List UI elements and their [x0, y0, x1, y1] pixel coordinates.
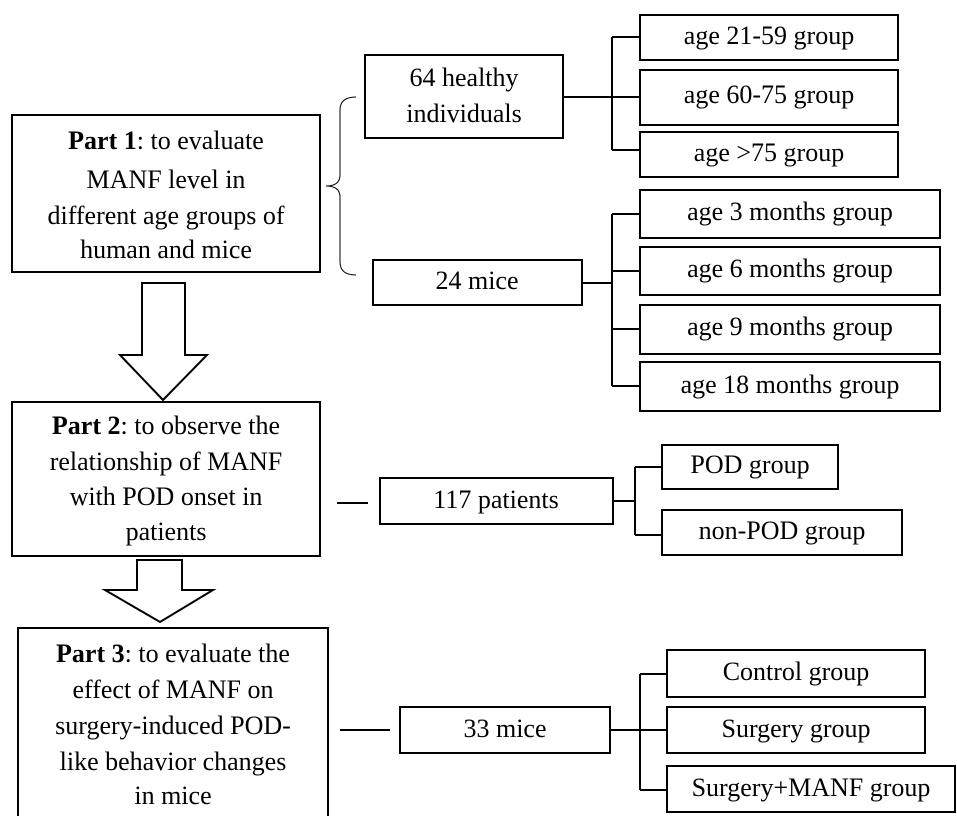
part-line: different age groups of: [47, 201, 284, 230]
part-line: : to observe the: [121, 411, 281, 440]
group-box: [666, 649, 926, 698]
part-line: relationship of MANF: [50, 447, 283, 476]
part-box: [11, 114, 321, 273]
group-label: age 9 months group: [687, 312, 893, 341]
group-label: non-POD group: [699, 516, 866, 545]
part-line: : to evaluate: [137, 126, 264, 155]
connector: [563, 36, 640, 151]
cohort-box: [372, 259, 583, 306]
part-line: with POD onset in: [70, 482, 263, 511]
part-box: [11, 401, 321, 557]
group-label: age 60-75 group: [684, 80, 854, 109]
group-label: age 6 months group: [687, 254, 893, 283]
part-text: Part 2: to observe the: [52, 411, 280, 440]
group-box: [639, 304, 941, 355]
part-line: in mice: [134, 781, 211, 810]
cohort-label: 33 mice: [463, 714, 546, 743]
part-title: Part 2: [52, 411, 121, 440]
group-box: [666, 706, 926, 754]
group-box: [639, 361, 941, 412]
part-line: human and mice: [80, 235, 252, 264]
down-arrow: [117, 282, 210, 402]
group-box: [639, 69, 899, 126]
cohort-label: 117 patients: [433, 485, 558, 514]
part-line: patients: [126, 517, 207, 546]
part-line: effect of MANF on: [73, 675, 274, 704]
group-label: age 18 months group: [681, 370, 900, 399]
connector: [582, 213, 640, 387]
part-title: Part 1: [68, 126, 137, 155]
group-box: [639, 131, 899, 178]
part-text: Part 1: to evaluate: [68, 126, 264, 155]
down-arrow: [101, 559, 217, 624]
group-box: [666, 765, 956, 813]
group-label: age >75 group: [694, 138, 844, 167]
group-box: [661, 444, 839, 490]
part-title: Part 3: [56, 639, 125, 668]
group-box: [639, 14, 899, 61]
group-label: POD group: [690, 450, 809, 479]
part-line: like behavior changes: [60, 747, 287, 776]
part-text: Part 3: to evaluate the: [56, 639, 290, 668]
group-box: [661, 509, 903, 556]
group-label: Surgery group: [721, 714, 870, 743]
part-line: : to evaluate the: [125, 639, 290, 668]
group-label: Control group: [723, 657, 870, 686]
group-label: age 3 months group: [687, 197, 893, 226]
cohort-box: [364, 54, 564, 139]
cohort-label: 24 mice: [435, 266, 518, 295]
cohort-label: 64 healthy: [409, 63, 518, 92]
group-label: Surgery+MANF group: [692, 773, 931, 802]
group-box: [639, 189, 941, 239]
part-line: surgery-induced POD-: [55, 711, 291, 740]
part-line: MANF level in: [87, 165, 246, 194]
group-label: age 21-59 group: [684, 21, 854, 50]
connector: [610, 673, 667, 791]
connector: [613, 466, 662, 536]
part-box: [17, 627, 329, 816]
group-box: [639, 246, 941, 296]
brace: [325, 96, 357, 276]
cohort-label: individuals: [406, 99, 522, 128]
